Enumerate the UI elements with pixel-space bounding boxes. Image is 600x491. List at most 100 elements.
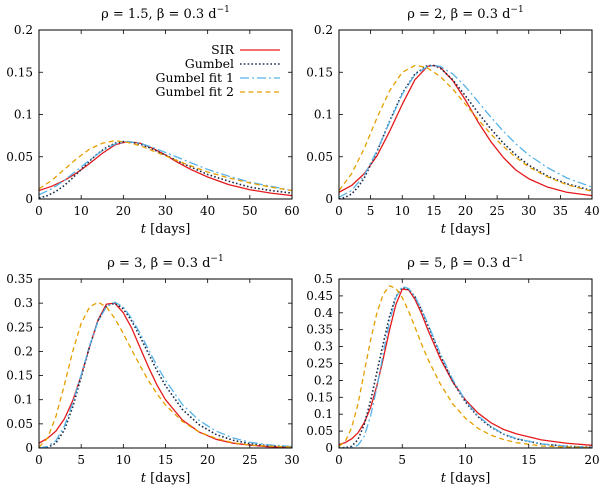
series-line-gum: [39, 302, 292, 448]
panel-title-text: ρ = 1.5, β = 0.3 d: [101, 7, 217, 22]
x-axis-variable: t: [441, 222, 447, 237]
x-tick-label: 20: [584, 453, 599, 467]
series-line-sir: [39, 302, 292, 448]
x-tick-label: 10: [116, 453, 131, 467]
panel-title-superscript: −1: [217, 5, 230, 15]
series-line-sir: [339, 64, 592, 197]
panel-title-text: ρ = 5, β = 0.3 d: [407, 256, 510, 271]
series-group: [39, 140, 292, 199]
x-tick-label: 35: [553, 204, 568, 218]
y-tick-label: 0.45: [306, 289, 333, 303]
plot-frame: [338, 278, 593, 449]
series-line-fit1: [39, 140, 292, 196]
y-tick-label: 0.1: [14, 393, 33, 407]
y-tick-label: 0: [25, 441, 33, 455]
x-axis-label: t [days]: [141, 471, 191, 486]
x-tick-label: 0: [35, 453, 43, 467]
x-tick-label: 40: [584, 204, 599, 218]
x-tick-label: 25: [242, 453, 257, 467]
y-tick-label: 0.2: [314, 23, 333, 37]
x-axis-label: t [days]: [141, 222, 191, 237]
x-tick-label: 15: [521, 453, 536, 467]
x-tick-label: 30: [158, 204, 173, 218]
panel-title: ρ = 2, β = 0.3 d−1: [407, 5, 523, 22]
y-tick-label: 0.05: [306, 424, 333, 438]
y-tick-label: 0: [325, 441, 333, 455]
x-tick-label: 5: [398, 453, 406, 467]
y-tick-label: 0.15: [6, 369, 33, 383]
y-tick-label: 0: [25, 192, 33, 206]
y-tick-label: 0.05: [306, 150, 333, 164]
x-tick-label: 10: [395, 204, 410, 218]
series-group: [339, 64, 592, 199]
x-axis-label: t [days]: [441, 222, 491, 237]
series-group: [39, 301, 292, 448]
x-tick-label: 20: [458, 204, 473, 218]
x-tick-label: 10: [74, 204, 89, 218]
legend-label-fit2: Gumbel fit 2: [155, 84, 234, 99]
panel-title-text: ρ = 2, β = 0.3 d: [407, 7, 510, 22]
x-tick-label: 0: [335, 204, 343, 218]
series-line-gum: [339, 286, 592, 448]
y-tick-label: 0.2: [314, 373, 333, 387]
x-tick-label: 5: [77, 453, 85, 467]
legend-label-sir: SIR: [211, 42, 235, 57]
y-tick-label: 0.1: [314, 108, 333, 122]
panel-1: ρ = 1.5, β = 0.3 d−1 0 10 20 30 40 50 60 0 0.05 0.…: [6, 5, 299, 237]
series-line-fit1: [339, 64, 592, 198]
x-axis-unit: [days]: [450, 471, 490, 486]
y-tick-label: 0.15: [306, 65, 333, 79]
x-tick-label: 60: [284, 204, 299, 218]
y-tick-label: 0.2: [14, 23, 33, 37]
x-axis-unit: [days]: [450, 222, 490, 237]
y-tick-label: 0.25: [306, 357, 333, 371]
x-tick-label: 30: [284, 453, 299, 467]
panel-title: ρ = 3, β = 0.3 d−1: [107, 254, 223, 271]
x-axis-label: t [days]: [441, 471, 491, 486]
y-tick-label: 0.5: [314, 272, 333, 286]
series-line-fit2: [339, 285, 592, 448]
series-line-fit1: [339, 285, 592, 448]
panel-4: ρ = 5, β = 0.3 d−1 0 5 10 15 20 0 0.05 0.1 0.15 0.…: [306, 254, 599, 486]
panel-title: ρ = 1.5, β = 0.3 d−1: [101, 5, 230, 22]
x-tick-label: 40: [200, 204, 215, 218]
series-line-sir: [39, 140, 292, 197]
x-tick-label: 15: [158, 453, 173, 467]
panel-title: ρ = 5, β = 0.3 d−1: [407, 254, 523, 271]
y-tick-label: 0.1: [314, 407, 333, 421]
x-tick-label: 15: [426, 204, 441, 218]
panel-title-text: ρ = 3, β = 0.3 d: [107, 256, 210, 271]
x-tick-label: 25: [489, 204, 504, 218]
x-tick-label: 10: [458, 453, 473, 467]
x-axis-variable: t: [141, 222, 147, 237]
panel-title-superscript: −1: [510, 5, 523, 15]
series-line-fit2: [339, 64, 592, 193]
x-tick-label: 50: [242, 204, 257, 218]
panel-title-superscript: −1: [510, 254, 523, 264]
series-line-gum: [339, 64, 592, 199]
x-axis-unit: [days]: [150, 471, 190, 486]
x-axis-variable: t: [441, 471, 447, 486]
series-line-fit2: [39, 301, 292, 448]
series-line-gum: [39, 140, 292, 199]
y-tick-label: 0.3: [314, 340, 333, 354]
x-axis-variable: t: [141, 471, 147, 486]
legend-label-gum: Gumbel: [185, 56, 234, 71]
plot-frame: [338, 29, 593, 200]
series-line-fit1: [39, 301, 292, 448]
x-axis-unit: [days]: [150, 222, 190, 237]
series-group: [339, 285, 592, 448]
y-tick-label: 0.15: [6, 65, 33, 79]
panel-2: ρ = 2, β = 0.3 d−1 0 5 10 15 20 25 30 35 40 0 0.05 0…: [306, 5, 599, 237]
y-tick-label: 0.05: [6, 150, 33, 164]
y-tick-label: 0.3: [14, 296, 33, 310]
y-tick-label: 0.2: [14, 344, 33, 358]
x-tick-label: 0: [35, 204, 43, 218]
x-tick-label: 20: [200, 453, 215, 467]
legend-label-fit1: Gumbel fit 1: [155, 70, 234, 85]
x-tick-label: 30: [521, 204, 536, 218]
y-tick-label: 0.15: [306, 390, 333, 404]
y-tick-label: 0.1: [14, 108, 33, 122]
